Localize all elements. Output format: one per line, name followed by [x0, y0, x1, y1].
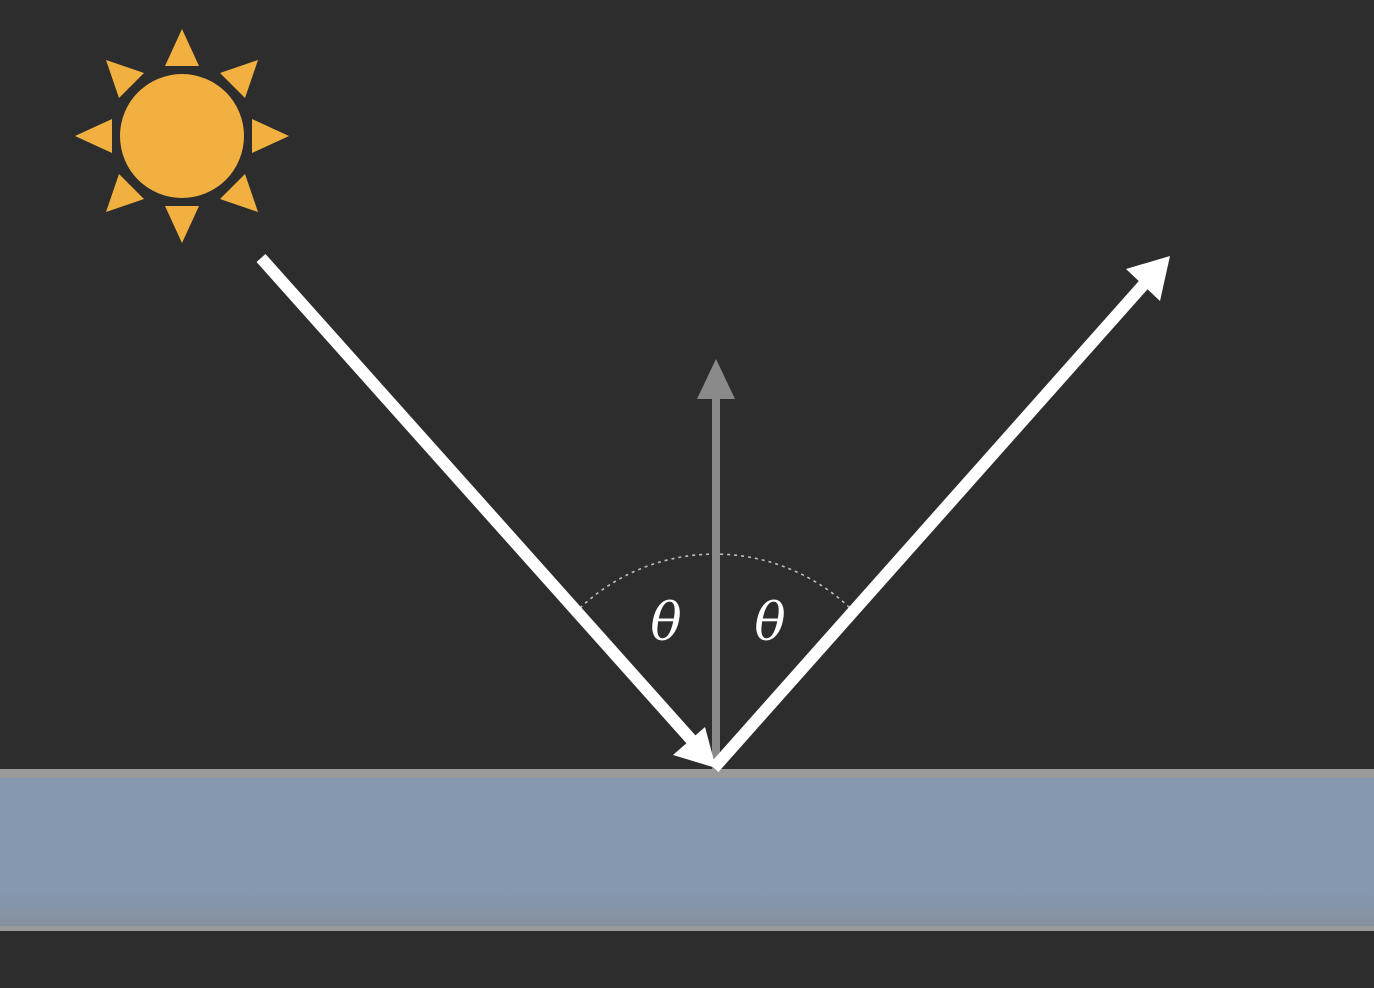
- normal-arrowhead: [697, 359, 735, 399]
- surface-body: [0, 769, 1374, 931]
- sun-rays: [75, 29, 289, 243]
- incidence-angle-label: θ: [650, 593, 681, 653]
- reflected-ray-arrowhead: [1126, 256, 1170, 301]
- sun-icon: [75, 29, 289, 243]
- incident-ray-shaft: [256, 254, 701, 749]
- incident-ray-arrowhead: [673, 727, 716, 768]
- surface-top-edge: [0, 769, 1374, 778]
- surface-bottom-edge: [0, 926, 1374, 931]
- reflective-surface: [0, 769, 1374, 931]
- sun-disc: [120, 74, 244, 198]
- reflected-ray-arrow: [709, 256, 1170, 772]
- reflected-ray-shaft: [709, 278, 1151, 772]
- incident-ray-arrow: [256, 254, 716, 768]
- reflection-angle-label: θ: [754, 593, 785, 653]
- surface-normal-arrow: [697, 359, 735, 769]
